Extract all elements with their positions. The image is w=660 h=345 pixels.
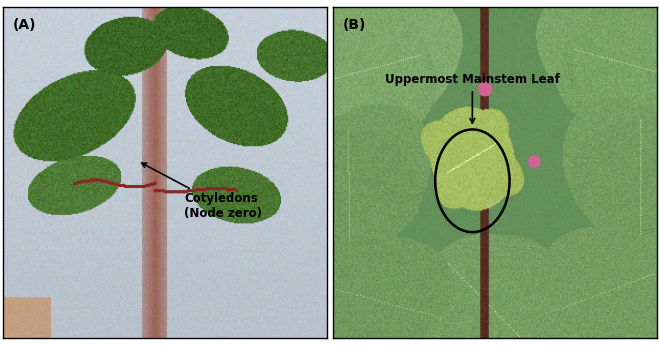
Text: (B): (B) xyxy=(343,19,366,32)
Text: Cotyledons
(Node zero): Cotyledons (Node zero) xyxy=(142,163,263,220)
Text: (A): (A) xyxy=(13,19,36,32)
Text: Uppermost Mainstem Leaf: Uppermost Mainstem Leaf xyxy=(385,73,560,123)
